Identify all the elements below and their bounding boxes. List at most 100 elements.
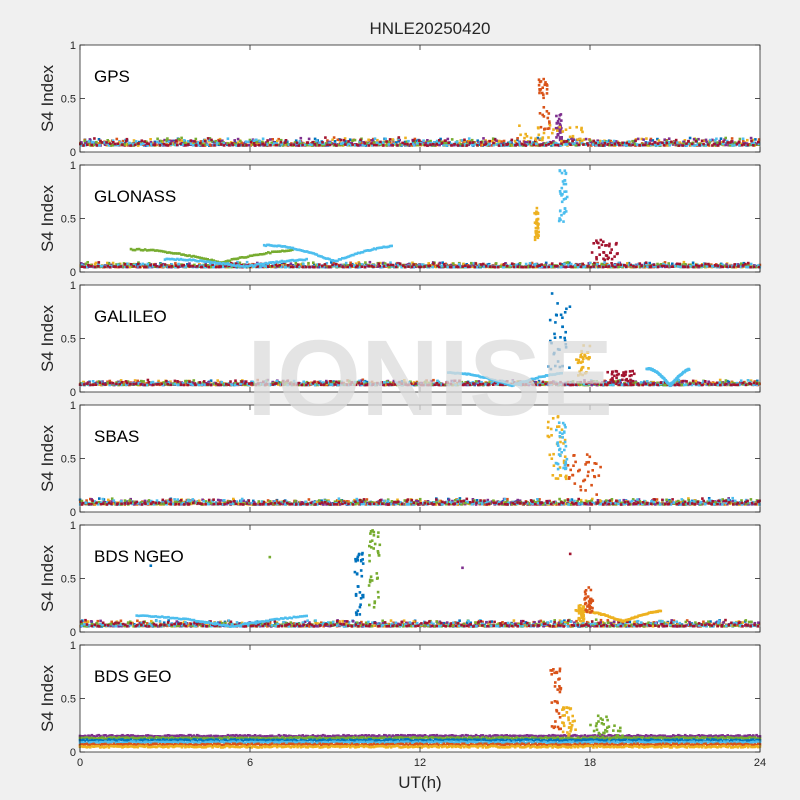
data-point <box>342 138 346 142</box>
data-point <box>610 257 614 261</box>
data-point <box>562 182 566 186</box>
data-point <box>250 263 254 267</box>
data-point <box>413 140 417 144</box>
data-point <box>599 265 603 269</box>
data-point <box>391 263 395 267</box>
data-point <box>571 265 574 269</box>
data-point <box>463 140 467 143</box>
data-point <box>378 142 382 145</box>
data-point <box>292 143 296 146</box>
data-point <box>321 256 325 259</box>
data-point <box>644 261 648 264</box>
data-point <box>564 190 568 193</box>
data-point <box>300 142 303 145</box>
data-point <box>740 262 743 265</box>
data-point <box>738 140 741 144</box>
data-point <box>360 251 363 254</box>
data-point <box>331 142 335 146</box>
data-point <box>222 262 225 265</box>
data-point <box>541 136 545 139</box>
data-point <box>151 248 155 252</box>
data-point <box>564 265 568 269</box>
data-point <box>344 140 347 143</box>
data-point <box>400 265 403 269</box>
data-point <box>636 143 640 147</box>
data-point <box>276 139 279 143</box>
data-point <box>210 258 213 262</box>
data-point <box>536 223 539 226</box>
data-point <box>386 263 390 267</box>
data-point <box>344 264 347 267</box>
data-point <box>133 248 137 252</box>
data-point <box>500 263 504 267</box>
data-point <box>277 137 280 141</box>
data-point <box>727 380 731 384</box>
data-point <box>582 143 585 146</box>
data-point <box>240 380 243 383</box>
data-point <box>554 126 558 130</box>
data-point <box>564 261 568 265</box>
data-point <box>328 265 332 269</box>
data-point <box>199 259 202 262</box>
data-point <box>543 128 546 131</box>
data-point <box>500 144 503 147</box>
data-point <box>704 144 708 147</box>
data-point <box>206 260 209 263</box>
data-point <box>466 265 470 269</box>
data-point <box>568 126 572 129</box>
data-point <box>270 141 274 145</box>
data-point <box>387 140 391 143</box>
data-point <box>495 139 498 143</box>
data-point <box>195 265 199 268</box>
data-point <box>234 264 238 268</box>
data-point <box>287 259 291 263</box>
data-point <box>631 143 634 147</box>
data-point <box>558 169 562 173</box>
data-point <box>287 249 290 252</box>
data-point <box>438 261 442 265</box>
data-point <box>317 254 320 258</box>
data-point <box>141 262 144 266</box>
data-point <box>750 141 754 145</box>
data-point <box>361 250 365 254</box>
data-point <box>384 137 387 141</box>
data-point <box>658 141 662 145</box>
data-point <box>129 144 132 147</box>
data-point <box>618 264 621 267</box>
data-point <box>427 141 430 145</box>
data-point <box>537 83 541 87</box>
data-point <box>536 136 540 140</box>
data-point <box>714 139 717 142</box>
data-point <box>513 139 517 143</box>
data-point <box>296 258 300 262</box>
data-point <box>582 138 586 141</box>
data-point <box>554 141 557 145</box>
data-point <box>222 144 226 147</box>
data-point <box>706 143 710 146</box>
data-point <box>601 265 605 269</box>
data-point <box>80 141 83 144</box>
data-point <box>607 139 611 142</box>
data-point <box>510 138 514 142</box>
data-point <box>672 141 675 145</box>
data-point <box>107 262 111 266</box>
data-point <box>649 137 653 141</box>
data-point <box>333 140 337 143</box>
data-point <box>170 251 173 255</box>
data-point <box>721 263 724 267</box>
data-point <box>742 261 746 265</box>
data-point <box>94 383 98 386</box>
data-point <box>649 265 653 268</box>
data-point <box>450 138 454 141</box>
data-point <box>222 142 225 145</box>
data-point <box>97 261 101 264</box>
data-point <box>217 265 221 269</box>
data-point <box>676 265 680 268</box>
data-point <box>524 265 528 269</box>
data-point <box>666 144 670 147</box>
data-point <box>97 138 101 141</box>
data-point <box>446 265 450 269</box>
data-point <box>198 381 202 384</box>
data-point <box>532 143 535 147</box>
data-point <box>275 143 279 147</box>
